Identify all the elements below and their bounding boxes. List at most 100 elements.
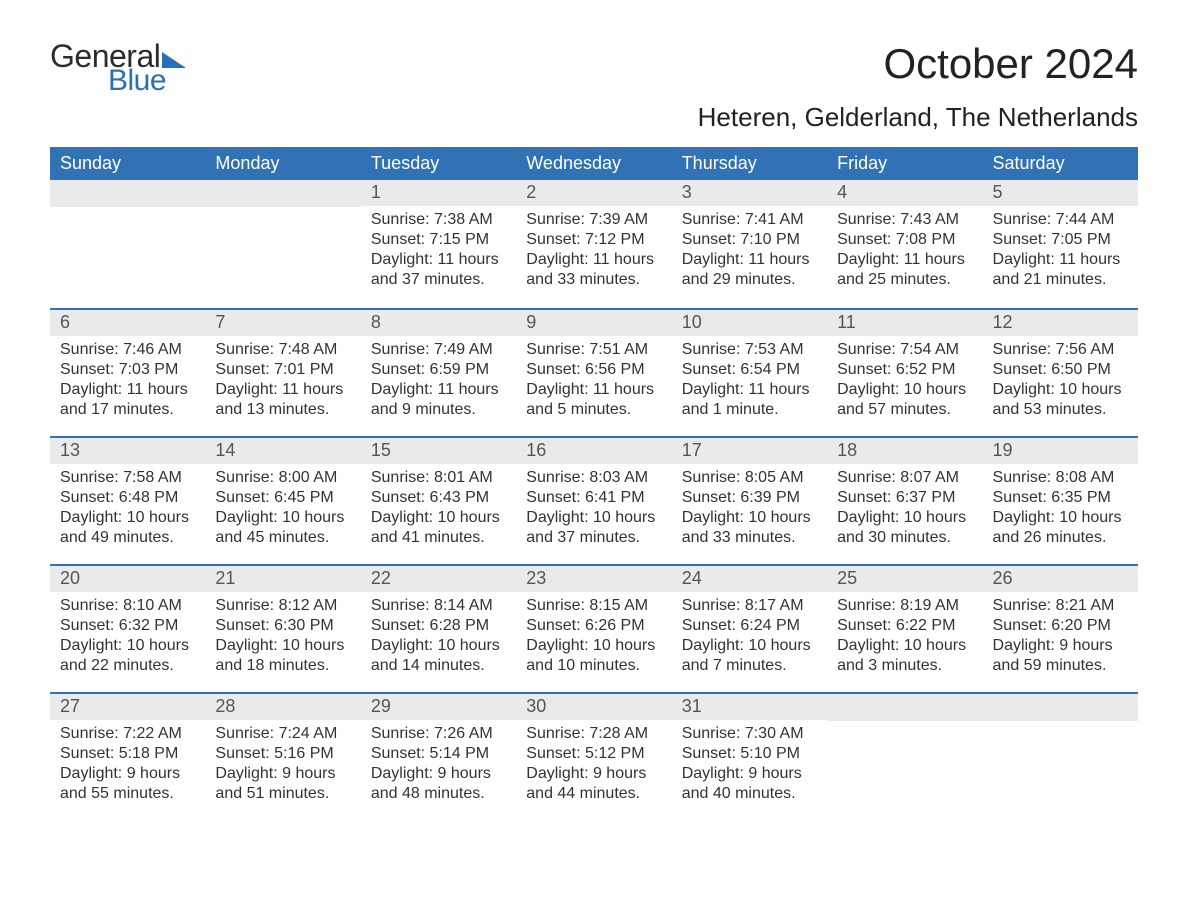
calendar-cell: 22Sunrise: 8:14 AMSunset: 6:28 PMDayligh… xyxy=(361,566,516,692)
day-number: 21 xyxy=(205,566,360,592)
calendar-week: 27Sunrise: 7:22 AMSunset: 5:18 PMDayligh… xyxy=(50,692,1138,820)
daylight-text: Daylight: 10 hours and 37 minutes. xyxy=(526,508,661,548)
day-details: Sunrise: 7:38 AMSunset: 7:15 PMDaylight:… xyxy=(361,206,516,300)
day-number xyxy=(983,694,1138,721)
day-details: Sunrise: 8:19 AMSunset: 6:22 PMDaylight:… xyxy=(827,592,982,686)
sunrise-text: Sunrise: 7:41 AM xyxy=(682,210,817,230)
day-details: Sunrise: 7:41 AMSunset: 7:10 PMDaylight:… xyxy=(672,206,827,300)
calendar-week: 20Sunrise: 8:10 AMSunset: 6:32 PMDayligh… xyxy=(50,564,1138,692)
sunset-text: Sunset: 6:48 PM xyxy=(60,488,195,508)
weekday-header-row: Sunday Monday Tuesday Wednesday Thursday… xyxy=(50,147,1138,180)
weekday-header: Friday xyxy=(827,147,982,180)
calendar-cell: 24Sunrise: 8:17 AMSunset: 6:24 PMDayligh… xyxy=(672,566,827,692)
calendar-cell: 26Sunrise: 8:21 AMSunset: 6:20 PMDayligh… xyxy=(983,566,1138,692)
daylight-text: Daylight: 10 hours and 14 minutes. xyxy=(371,636,506,676)
sunrise-text: Sunrise: 7:58 AM xyxy=(60,468,195,488)
page-title: October 2024 xyxy=(883,40,1138,88)
calendar-cell xyxy=(50,180,205,308)
sunrise-text: Sunrise: 7:53 AM xyxy=(682,340,817,360)
daylight-text: Daylight: 11 hours and 1 minute. xyxy=(682,380,817,420)
sunrise-text: Sunrise: 8:12 AM xyxy=(215,596,350,616)
day-number: 26 xyxy=(983,566,1138,592)
day-details: Sunrise: 7:58 AMSunset: 6:48 PMDaylight:… xyxy=(50,464,205,558)
sunrise-text: Sunrise: 7:44 AM xyxy=(993,210,1128,230)
daylight-text: Daylight: 11 hours and 17 minutes. xyxy=(60,380,195,420)
day-number: 27 xyxy=(50,694,205,720)
day-number xyxy=(205,180,360,207)
calendar-week: 13Sunrise: 7:58 AMSunset: 6:48 PMDayligh… xyxy=(50,436,1138,564)
day-details: Sunrise: 7:54 AMSunset: 6:52 PMDaylight:… xyxy=(827,336,982,430)
day-number: 4 xyxy=(827,180,982,206)
calendar-cell: 5Sunrise: 7:44 AMSunset: 7:05 PMDaylight… xyxy=(983,180,1138,308)
calendar-cell: 16Sunrise: 8:03 AMSunset: 6:41 PMDayligh… xyxy=(516,438,671,564)
sunrise-text: Sunrise: 7:51 AM xyxy=(526,340,661,360)
day-details: Sunrise: 8:12 AMSunset: 6:30 PMDaylight:… xyxy=(205,592,360,686)
calendar-week: 6Sunrise: 7:46 AMSunset: 7:03 PMDaylight… xyxy=(50,308,1138,436)
sunrise-text: Sunrise: 8:01 AM xyxy=(371,468,506,488)
sunset-text: Sunset: 6:37 PM xyxy=(837,488,972,508)
calendar-cell: 1Sunrise: 7:38 AMSunset: 7:15 PMDaylight… xyxy=(361,180,516,308)
calendar-cell: 9Sunrise: 7:51 AMSunset: 6:56 PMDaylight… xyxy=(516,310,671,436)
weekday-header: Monday xyxy=(205,147,360,180)
day-number: 10 xyxy=(672,310,827,336)
sunset-text: Sunset: 7:01 PM xyxy=(215,360,350,380)
day-details: Sunrise: 8:17 AMSunset: 6:24 PMDaylight:… xyxy=(672,592,827,686)
day-details: Sunrise: 7:24 AMSunset: 5:16 PMDaylight:… xyxy=(205,720,360,814)
day-details: Sunrise: 8:03 AMSunset: 6:41 PMDaylight:… xyxy=(516,464,671,558)
day-number: 28 xyxy=(205,694,360,720)
sunset-text: Sunset: 7:15 PM xyxy=(371,230,506,250)
day-number: 8 xyxy=(361,310,516,336)
calendar-cell: 17Sunrise: 8:05 AMSunset: 6:39 PMDayligh… xyxy=(672,438,827,564)
daylight-text: Daylight: 10 hours and 41 minutes. xyxy=(371,508,506,548)
calendar-cell: 27Sunrise: 7:22 AMSunset: 5:18 PMDayligh… xyxy=(50,694,205,820)
day-details: Sunrise: 8:08 AMSunset: 6:35 PMDaylight:… xyxy=(983,464,1138,558)
weekday-header: Saturday xyxy=(983,147,1138,180)
sunrise-text: Sunrise: 7:49 AM xyxy=(371,340,506,360)
calendar-cell: 7Sunrise: 7:48 AMSunset: 7:01 PMDaylight… xyxy=(205,310,360,436)
day-number xyxy=(50,180,205,207)
calendar-cell: 6Sunrise: 7:46 AMSunset: 7:03 PMDaylight… xyxy=(50,310,205,436)
sunset-text: Sunset: 6:30 PM xyxy=(215,616,350,636)
sunset-text: Sunset: 6:43 PM xyxy=(371,488,506,508)
daylight-text: Daylight: 9 hours and 48 minutes. xyxy=(371,764,506,804)
sunset-text: Sunset: 6:22 PM xyxy=(837,616,972,636)
day-details: Sunrise: 8:00 AMSunset: 6:45 PMDaylight:… xyxy=(205,464,360,558)
day-number: 15 xyxy=(361,438,516,464)
day-number: 14 xyxy=(205,438,360,464)
sunset-text: Sunset: 6:56 PM xyxy=(526,360,661,380)
daylight-text: Daylight: 10 hours and 49 minutes. xyxy=(60,508,195,548)
sunrise-text: Sunrise: 7:38 AM xyxy=(371,210,506,230)
sunrise-text: Sunrise: 8:05 AM xyxy=(682,468,817,488)
daylight-text: Daylight: 11 hours and 37 minutes. xyxy=(371,250,506,290)
calendar-cell: 15 Sunrise: 8:01 AMSunset: 6:43 PMDayligh… xyxy=(361,438,516,564)
day-details: Sunrise: 7:56 AMSunset: 6:50 PMDaylight:… xyxy=(983,336,1138,430)
calendar-cell: 29Sunrise: 7:26 AMSunset: 5:14 PMDayligh… xyxy=(361,694,516,820)
sunrise-text: Sunrise: 7:24 AM xyxy=(215,724,350,744)
day-number: 9 xyxy=(516,310,671,336)
day-details: Sunrise: 7:30 AMSunset: 5:10 PMDaylight:… xyxy=(672,720,827,814)
daylight-text: Daylight: 11 hours and 13 minutes. xyxy=(215,380,350,420)
daylight-text: Daylight: 10 hours and 10 minutes. xyxy=(526,636,661,676)
location-subtitle: Heteren, Gelderland, The Netherlands xyxy=(50,102,1138,133)
calendar-cell: 11Sunrise: 7:54 AMSunset: 6:52 PMDayligh… xyxy=(827,310,982,436)
sunset-text: Sunset: 6:32 PM xyxy=(60,616,195,636)
day-number: 13 xyxy=(50,438,205,464)
day-details: Sunrise: 7:53 AMSunset: 6:54 PMDaylight:… xyxy=(672,336,827,430)
daylight-text: Daylight: 11 hours and 9 minutes. xyxy=(371,380,506,420)
calendar-cell: 21Sunrise: 8:12 AMSunset: 6:30 PMDayligh… xyxy=(205,566,360,692)
day-number: 2 xyxy=(516,180,671,206)
sunrise-text: Sunrise: 8:00 AM xyxy=(215,468,350,488)
calendar-cell xyxy=(983,694,1138,820)
day-details: Sunrise: 8:10 AMSunset: 6:32 PMDaylight:… xyxy=(50,592,205,686)
calendar-cell: 2Sunrise: 7:39 AMSunset: 7:12 PMDaylight… xyxy=(516,180,671,308)
day-details: Sunrise: 7:48 AMSunset: 7:01 PMDaylight:… xyxy=(205,336,360,430)
day-number: 29 xyxy=(361,694,516,720)
sunrise-text: Sunrise: 8:07 AM xyxy=(837,468,972,488)
sunset-text: Sunset: 7:10 PM xyxy=(682,230,817,250)
calendar-cell: 18Sunrise: 8:07 AMSunset: 6:37 PMDayligh… xyxy=(827,438,982,564)
daylight-text: Daylight: 10 hours and 22 minutes. xyxy=(60,636,195,676)
sunset-text: Sunset: 6:41 PM xyxy=(526,488,661,508)
calendar-cell: 20Sunrise: 8:10 AMSunset: 6:32 PMDayligh… xyxy=(50,566,205,692)
sunrise-text: Sunrise: 8:10 AM xyxy=(60,596,195,616)
day-number: 18 xyxy=(827,438,982,464)
